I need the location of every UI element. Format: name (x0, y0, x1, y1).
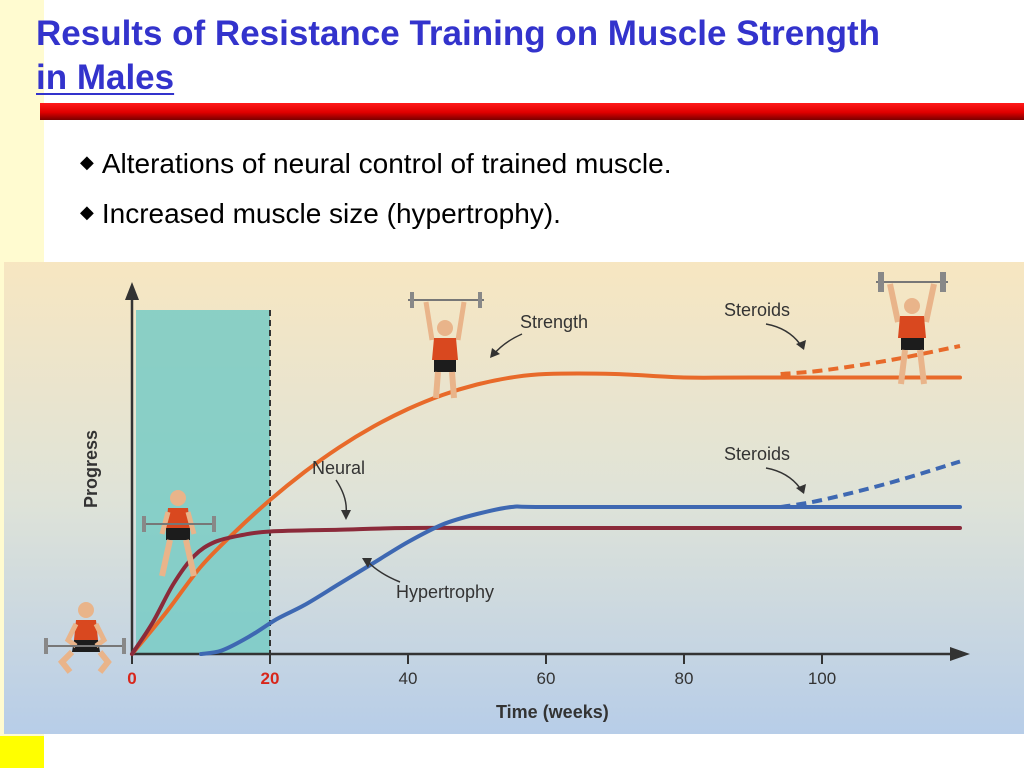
x-axis-arrow-icon (950, 647, 970, 661)
x-tick-label: 20 (261, 669, 280, 688)
y-axis-arrow-icon (125, 282, 139, 300)
hypertrophy-pointer-arrow-icon (362, 558, 372, 568)
diamond-bullet-icon: ◆ (80, 152, 94, 172)
title-line-1: Results of Resistance Training on Muscle… (36, 14, 881, 53)
x-tick-label: 40 (399, 669, 418, 688)
weightlifter-squat-figure (44, 602, 126, 674)
x-axis-label: Time (weeks) (496, 702, 609, 722)
strength-annotation: Strength (520, 312, 588, 332)
weightlifter-overhead-steroids-figure (876, 272, 948, 385)
training-progress-chart: 0 20 40 60 80 100 Strength (4, 262, 1024, 734)
weightlifter-overhead-figure (408, 292, 484, 399)
steroids-upper-arrow-icon (796, 340, 806, 350)
hypertrophy-pointer (367, 561, 401, 583)
series-line-hypertrophy (199, 504, 962, 656)
hypertrophy-annotation: Hypertrophy (396, 582, 494, 602)
series-line-neural (130, 525, 962, 656)
steroids-lower-pointer (765, 467, 801, 489)
bullet-item: ◆ Increased muscle size (hypertrophy). (80, 188, 671, 238)
x-tick-label: 60 (537, 669, 556, 688)
x-tick-label: 0 (127, 669, 136, 688)
title-line-2: in Males (36, 58, 175, 97)
bullet-text: Increased muscle size (hypertrophy). (101, 198, 561, 229)
bullet-list: ◆ Alterations of neural control of traine… (80, 138, 671, 238)
strength-pointer-arrow-icon (490, 348, 500, 358)
title-underline-bar (40, 103, 1024, 120)
x-tick-label: 100 (808, 669, 836, 688)
corner-accent-box (0, 736, 44, 768)
x-axis-ticks: 0 20 40 60 80 100 (127, 654, 836, 688)
y-axis-label: Progress (81, 430, 101, 508)
steroids-annotation-upper: Steroids (724, 300, 790, 320)
neural-pointer-arrow-icon (341, 510, 351, 520)
steroids-lower-arrow-icon (796, 484, 806, 494)
diamond-bullet-icon: ◆ (80, 202, 94, 222)
bullet-item: ◆ Alterations of neural control of traine… (80, 138, 671, 188)
x-tick-label: 80 (675, 669, 694, 688)
neural-annotation: Neural (312, 458, 365, 478)
steroids-upper-pointer (765, 323, 801, 345)
training-window-highlight (136, 310, 270, 654)
bullet-text: Alterations of neural control of trained… (101, 148, 672, 179)
series-lines (130, 344, 962, 656)
weightlifter-deadlift-figure (142, 490, 216, 577)
slide-title: Results of Resistance Training on Muscle… (36, 12, 1016, 100)
steroids-branch-strength (780, 344, 961, 376)
steroids-annotation-lower: Steroids (724, 444, 790, 464)
steroids-branch-hypertrophy (780, 459, 961, 509)
series-line-strength (130, 371, 962, 656)
